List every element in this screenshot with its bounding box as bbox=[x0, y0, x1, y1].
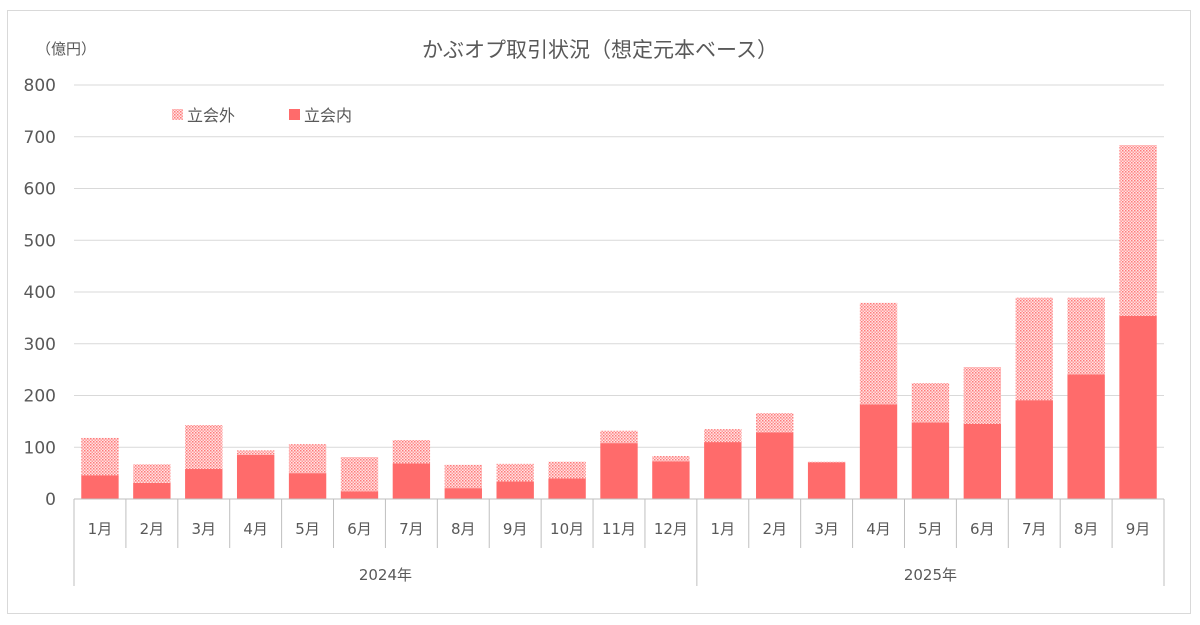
x-tick-label: 11月 bbox=[602, 520, 636, 538]
x-tick-label: 2月 bbox=[140, 520, 165, 538]
bar-tachiai-gai bbox=[807, 461, 846, 463]
x-tick-label: 7月 bbox=[399, 520, 424, 538]
x-tick-label: 1月 bbox=[711, 520, 736, 538]
bar-tachiai-gai bbox=[704, 429, 742, 443]
bar-tachiai-nai bbox=[600, 443, 638, 499]
y-tick-label: 300 bbox=[24, 335, 56, 355]
x-tick-label: 1月 bbox=[88, 520, 113, 538]
bar-tachiai-nai bbox=[859, 404, 898, 499]
legend-label: 立会内 bbox=[304, 106, 352, 125]
bar-tachiai-nai bbox=[548, 478, 586, 499]
x-tick-label: 10月 bbox=[550, 520, 584, 538]
bar-tachiai-nai bbox=[652, 461, 690, 499]
bar-tachiai-gai bbox=[81, 437, 119, 476]
x-tick-label: 2月 bbox=[762, 520, 787, 538]
bar-tachiai-nai bbox=[340, 491, 379, 499]
bar-tachiai-gai bbox=[859, 302, 898, 405]
bar-tachiai-gai bbox=[1119, 145, 1157, 316]
bar-tachiai-nai bbox=[133, 482, 171, 499]
x-tick-label: 9月 bbox=[503, 520, 528, 538]
bar-tachiai-nai bbox=[911, 422, 950, 499]
chart-title: かぶオプ取引状況（想定元本ベース） bbox=[422, 38, 778, 62]
y-tick-label: 700 bbox=[24, 128, 56, 148]
bar-tachiai-nai bbox=[496, 481, 534, 499]
bar-tachiai-nai bbox=[185, 468, 223, 499]
bar-tachiai-nai bbox=[1119, 315, 1157, 499]
bar-tachiai-gai bbox=[963, 367, 1002, 424]
x-tick-label: 3月 bbox=[814, 520, 839, 538]
x-tick-label: 6月 bbox=[347, 520, 372, 538]
y-tick-label: 800 bbox=[24, 76, 56, 96]
chart-frame bbox=[7, 10, 1191, 614]
group-label: 2024年 bbox=[359, 566, 412, 584]
bar-tachiai-nai bbox=[392, 463, 431, 499]
y-tick-label: 500 bbox=[24, 231, 56, 251]
x-tick-label: 5月 bbox=[918, 520, 943, 538]
bar-tachiai-nai bbox=[81, 475, 119, 499]
bar-tachiai-gai bbox=[600, 430, 638, 444]
x-tick-label: 12月 bbox=[654, 520, 688, 538]
bar-tachiai-gai bbox=[756, 413, 794, 433]
bar-tachiai-gai bbox=[548, 461, 586, 479]
bar-tachiai-gai bbox=[1067, 297, 1105, 375]
x-tick-label: 7月 bbox=[1022, 520, 1047, 538]
x-tick-label: 9月 bbox=[1126, 520, 1151, 538]
x-tick-label: 8月 bbox=[1074, 520, 1099, 538]
bar-tachiai-gai bbox=[288, 444, 327, 474]
bar-tachiai-gai bbox=[652, 456, 690, 462]
legend-label: 立会外 bbox=[187, 106, 235, 125]
bar-tachiai-gai bbox=[911, 383, 950, 423]
bar-tachiai-nai bbox=[704, 442, 742, 499]
bar-tachiai-gai bbox=[340, 457, 379, 492]
legend-swatch bbox=[172, 109, 183, 120]
x-tick-label: 6月 bbox=[970, 520, 995, 538]
bar-tachiai-gai bbox=[185, 424, 223, 469]
bar-tachiai-nai bbox=[1015, 400, 1053, 499]
x-tick-label: 5月 bbox=[295, 520, 320, 538]
bar-tachiai-gai bbox=[392, 440, 431, 464]
bar-tachiai-nai bbox=[444, 488, 482, 499]
bar-tachiai-nai bbox=[1067, 374, 1105, 499]
x-tick-label: 4月 bbox=[866, 520, 891, 538]
y-tick-label: 600 bbox=[24, 180, 56, 200]
bar-tachiai-nai bbox=[288, 473, 327, 499]
y-tick-label: 0 bbox=[45, 490, 56, 510]
legend-swatch bbox=[289, 109, 300, 120]
y-tick-label: 200 bbox=[24, 387, 56, 407]
group-label: 2025年 bbox=[904, 566, 957, 584]
bar-tachiai-nai bbox=[807, 462, 846, 499]
y-tick-label: 100 bbox=[24, 438, 56, 458]
bar-tachiai-nai bbox=[963, 423, 1002, 499]
y-axis-unit: （億円） bbox=[36, 40, 96, 58]
bar-tachiai-gai bbox=[1015, 297, 1053, 401]
x-tick-label: 4月 bbox=[243, 520, 268, 538]
bar-tachiai-gai bbox=[133, 464, 171, 483]
bar-tachiai-nai bbox=[756, 432, 794, 499]
bar-tachiai-gai bbox=[236, 450, 275, 456]
bar-tachiai-gai bbox=[496, 463, 534, 482]
y-tick-label: 400 bbox=[24, 283, 56, 303]
x-tick-label: 8月 bbox=[451, 520, 476, 538]
bar-tachiai-gai bbox=[444, 464, 482, 489]
bar-tachiai-nai bbox=[236, 455, 275, 499]
x-tick-label: 3月 bbox=[191, 520, 216, 538]
